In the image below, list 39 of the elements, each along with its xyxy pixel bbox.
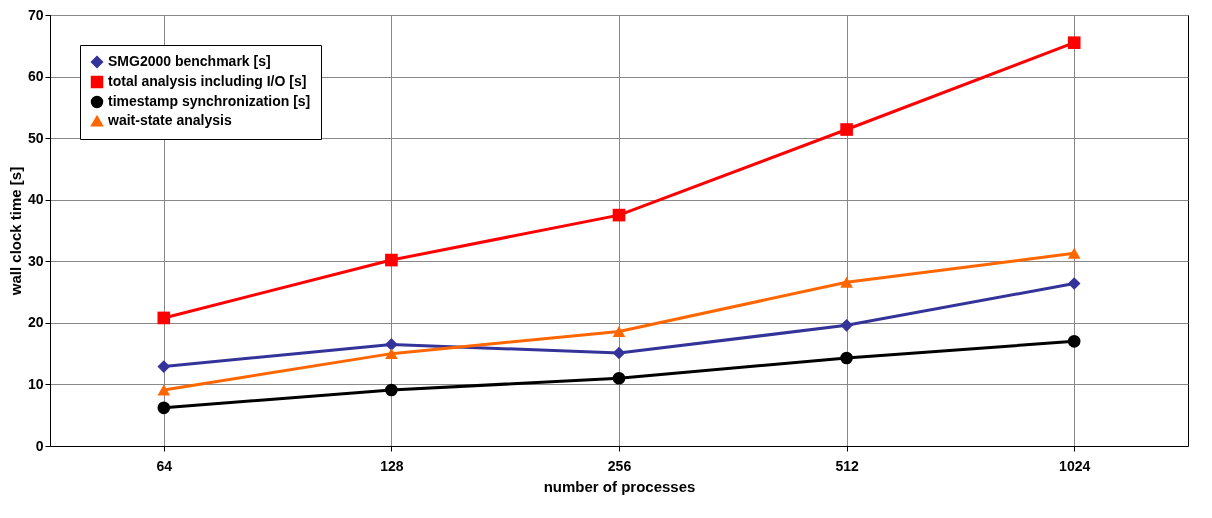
point — [385, 338, 398, 351]
point — [1067, 247, 1081, 259]
y-tick-label: 40 — [27, 191, 44, 208]
point — [157, 360, 171, 373]
point — [612, 326, 626, 337]
y-tick-label: 60 — [27, 68, 44, 85]
y-tick-label: 20 — [27, 314, 44, 331]
point — [1067, 277, 1081, 290]
y-tick-label: 10 — [27, 375, 44, 392]
y-tick-label: 30 — [27, 252, 44, 269]
point — [385, 383, 398, 397]
point — [612, 371, 626, 385]
point — [840, 276, 853, 288]
point — [612, 208, 626, 222]
y-axis-title: wall clock time [s] — [6, 166, 24, 297]
y-tick-label: 50 — [27, 129, 44, 146]
point — [385, 253, 398, 267]
legend-label: timestamp synchronization [s] — [108, 93, 311, 109]
point — [840, 123, 853, 136]
x-tick-label: 1024 — [1059, 457, 1091, 474]
point — [157, 384, 171, 396]
point — [612, 346, 626, 360]
legend-label: total analysis including I/O [s] — [108, 73, 307, 89]
point — [840, 351, 853, 365]
x-tick-label: 64 — [156, 457, 173, 474]
x-tick-label: 256 — [607, 457, 632, 474]
y-tick-label: 0 — [35, 437, 44, 454]
legend-label: SMG2000 benchmark [s] — [108, 53, 271, 69]
x-tick-label: 512 — [835, 457, 859, 474]
legend-label: wait-state analysis — [107, 112, 232, 128]
point — [157, 311, 171, 325]
y-tick-label: 70 — [27, 6, 44, 23]
point — [385, 348, 398, 360]
point — [157, 401, 171, 415]
x-tick-label: 128 — [380, 457, 404, 474]
x-axis-title: number of processes — [543, 477, 696, 495]
point — [840, 319, 853, 332]
point — [1067, 335, 1081, 348]
point — [1067, 36, 1081, 50]
